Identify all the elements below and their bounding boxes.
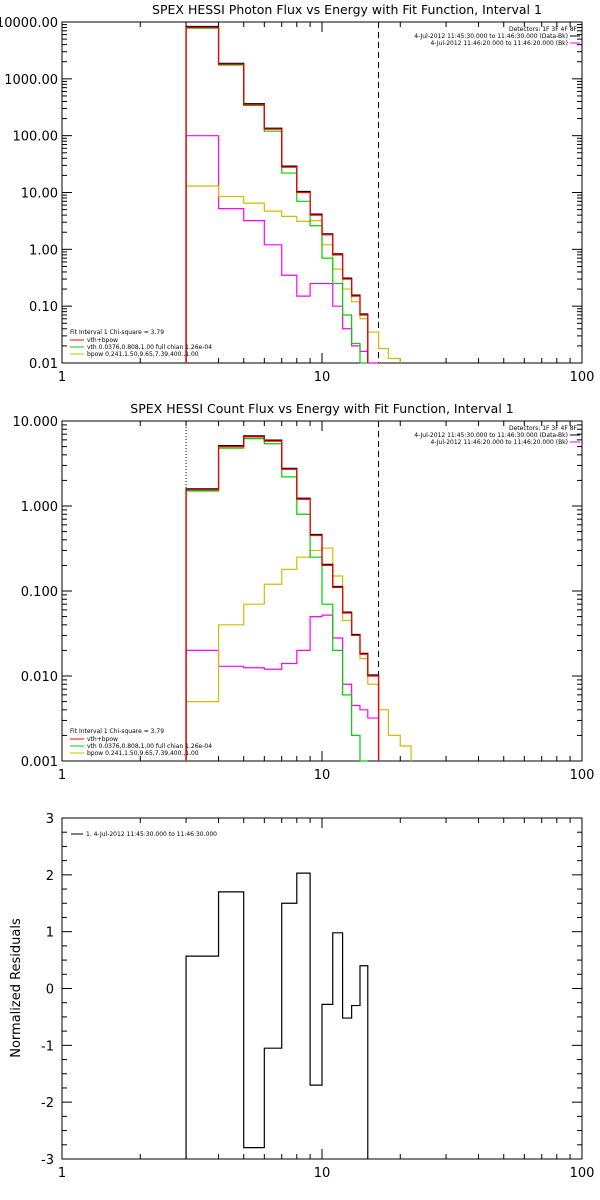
photon-legend-top-right: Detectors: 1F 3F 4F 8F 4-Jul-2012 11:45:… [414,26,580,47]
y-tick-label: 1.000 [21,500,58,515]
count-legend-fit-interval: Fit Interval 1 Chi-square = 3.79 [70,728,164,735]
x-tick-label: 1 [58,1166,66,1181]
count-legend-detectors: Detectors: 1F 3F 4F 8F [509,425,578,432]
count-legend-data-bk: 4-Jul-2012 11:45:30.000 to 11:46:30.000 … [414,432,568,439]
count-legend-vth: vth 0.0376,0.808,1.00 full chian 1.26e-0… [87,743,212,750]
x-tick-label: 1 [58,370,66,385]
y-tick-label: 10000.00 [0,16,58,31]
photon-legend-fit-interval: Fit Interval 1 Chi-square = 3.79 [70,329,164,336]
series-bpow [185,547,412,761]
y-tick-label: 1 [46,926,54,941]
photon-legend-bottom-left: Fit Interval 1 Chi-square = 3.79 vth+bpo… [70,329,212,358]
photon-legend-vth: vth 0.0376,0.808,1.00 full chian 1.26e-0… [87,344,212,351]
count-flux-title: SPEX HESSI Count Flux vs Energy with Fit… [130,401,513,416]
count-legend-bk: 4-Jul-2012 11:46:20.000 to 11:46:20.000 … [430,439,568,446]
x-tick-label: 1 [58,768,66,783]
y-tick-label: 1000.00 [4,73,58,88]
x-tick-label: 100 [570,370,595,385]
y-tick-label: 10.000 [13,415,59,430]
series-bk [185,614,380,761]
photon-legend-bpow: bpow 0.241,1.50,9.65,7.39,400.,1.00 [87,351,199,358]
y-tick-label: -3 [41,1153,54,1168]
count-legend-bottom-left: Fit Interval 1 Chi-square = 3.79 vth+bpo… [70,728,212,757]
count-legend-bpow: bpow 0.241,1.50,9.65,7.39,400.,1.00 [87,750,199,757]
y-tick-label: 0.010 [21,670,58,685]
x-tick-label: 10 [314,1166,331,1181]
count-legend-total: vth+bpow [87,736,118,743]
y-tick-label: 2 [46,869,54,884]
series-data-minus-bk [185,435,380,760]
photon-legend-total: vth+bpow [87,337,118,344]
y-tick-label: 3 [46,812,54,827]
residuals-plot-frame [61,817,583,1160]
y-tick-label: 100.00 [13,130,59,145]
photon-legend-detectors: Detectors: 1F 3F 4F 8F [509,26,578,33]
series-vth-bpow [185,436,380,761]
x-tick-label: 100 [570,768,595,783]
photon-legend-data-bk: 4-Jul-2012 11:45:30.000 to 11:46:30.000 … [414,33,568,40]
residuals-ylabel: Normalized Residuals [9,918,24,1058]
photon-flux-panel: SPEX HESSI Photon Flux vs Energy with Fi… [0,2,594,385]
x-tick-label: 10 [314,370,331,385]
series-data-minus-bk [185,25,369,362]
y-tick-label: 0.100 [21,585,58,600]
count-legend-top-right: Detectors: 1F 3F 4F 8F 4-Jul-2012 11:45:… [414,425,580,446]
series-vth-bpow [185,26,369,363]
count-flux-panel: SPEX HESSI Count Flux vs Energy with Fit… [13,401,595,783]
y-tick-label: 0 [46,983,54,998]
photon-plot-frame [61,21,583,364]
y-tick-label: 0.001 [21,755,58,770]
photon-flux-title: SPEX HESSI Photon Flux vs Energy with Fi… [152,2,542,17]
series-bpow [185,185,401,363]
y-tick-label: 0.10 [29,300,58,315]
series-vth [185,27,368,364]
y-tick-label: 10.00 [21,187,58,202]
x-tick-label: 100 [570,1166,595,1181]
residuals-legend: 1. 4-Jul-2012 11:45:30.000 to 11:46:30.0… [86,831,217,838]
series-normalized-residuals [185,872,369,1159]
x-tick-label: 10 [314,768,331,783]
y-tick-label: -2 [41,1096,54,1111]
photon-legend-bk: 4-Jul-2012 11:46:20.000 to 11:46:20.000 … [430,40,568,47]
series-vth [185,438,368,762]
series-bk [185,135,379,364]
count-series-group [185,421,412,762]
residuals-series-group [185,872,369,1159]
photon-series-group [185,22,401,364]
y-tick-label: 0.01 [29,357,58,372]
y-tick-label: -1 [41,1039,54,1054]
y-tick-label: 1.00 [29,243,58,258]
